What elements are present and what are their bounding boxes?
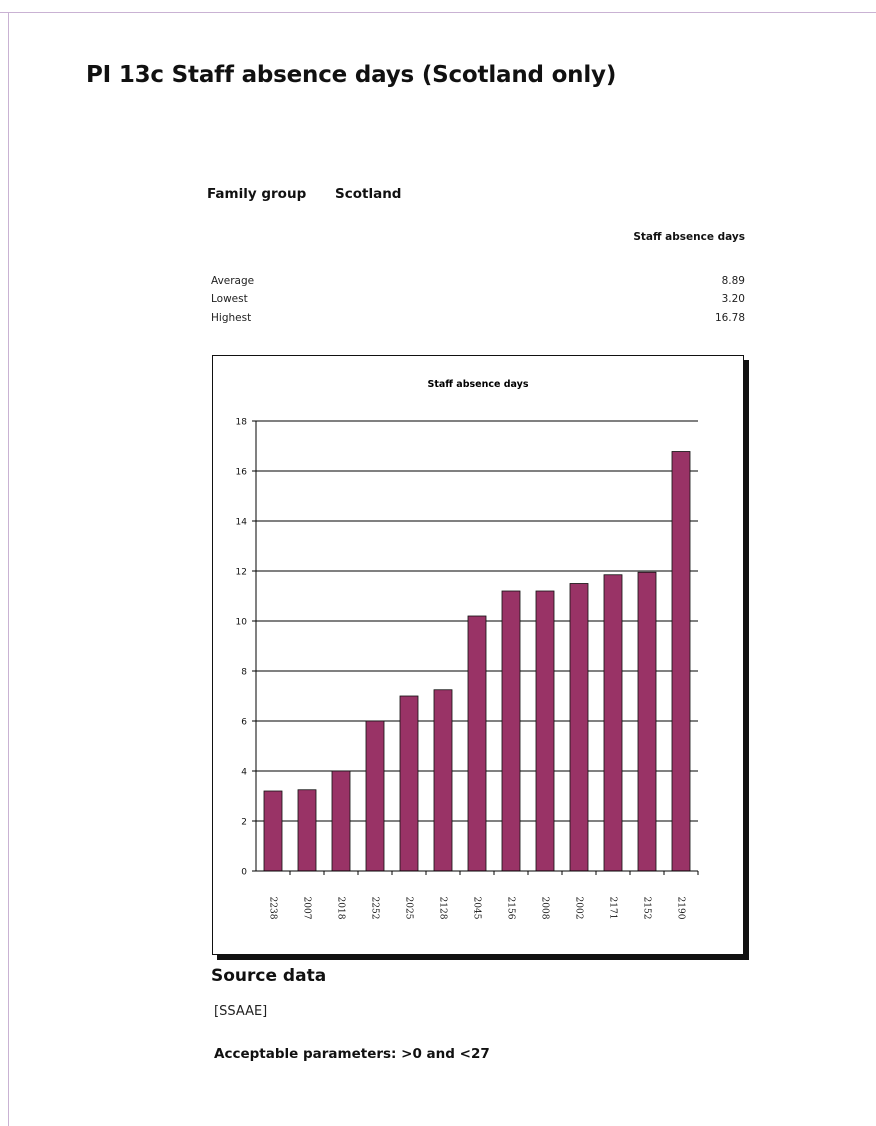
- source-data-heading: Source data: [211, 966, 327, 986]
- page-border-left: [8, 12, 9, 1126]
- stat-value: 8.89: [721, 275, 745, 287]
- acceptable-parameters: Acceptable parameters: >0 and <27: [214, 1046, 490, 1062]
- y-tick-label: 18: [236, 418, 248, 428]
- x-tick-label: 2128: [438, 897, 448, 920]
- x-tick-label: 2007: [302, 897, 312, 920]
- bar: [569, 583, 589, 872]
- chart-frame: Staff absence days 0 2 4 6 8 10 12 14 16 18 2238 20…: [212, 355, 744, 955]
- bar: [535, 590, 555, 872]
- bar: [637, 571, 657, 872]
- x-tick-label: 2008: [540, 897, 550, 920]
- x-tick-label: 2156: [506, 897, 516, 920]
- y-tick-label: 0: [241, 868, 247, 878]
- axes: 0 2 4 6 8 10 12 14 16 18 2238 2007 2018 2252 2025 2128 2…: [236, 418, 699, 920]
- bar: [467, 615, 487, 872]
- y-tick-label: 12: [236, 568, 247, 578]
- x-tick-label: 2002: [574, 897, 584, 920]
- chart-title: Staff absence days: [427, 379, 528, 390]
- x-tick-label: 2152: [642, 897, 652, 920]
- stat-label: Average: [211, 275, 255, 287]
- page-border-top: [0, 12, 876, 13]
- y-tick-label: 8: [241, 668, 247, 678]
- bar: [399, 695, 419, 872]
- stat-value: 3.20: [721, 293, 745, 305]
- stats-column-header: Staff absence days: [633, 231, 745, 243]
- bar: [263, 790, 283, 872]
- x-tick-label: 2190: [676, 897, 686, 920]
- bar: [501, 590, 521, 872]
- family-group-label: Family group: [207, 186, 307, 202]
- x-tick-label: 2018: [336, 897, 346, 920]
- bars: [263, 451, 691, 872]
- y-tick-label: 14: [236, 518, 248, 528]
- source-data-value: [SSAAE]: [214, 1004, 268, 1019]
- bar: [671, 451, 691, 872]
- x-tick-label: 2171: [608, 897, 618, 920]
- page-title: PI 13c Staff absence days (Scotland only…: [86, 62, 617, 88]
- x-tick-label: 2025: [404, 897, 414, 920]
- bar: [331, 770, 351, 872]
- stat-value: 16.78: [714, 312, 745, 324]
- y-tick-label: 4: [241, 768, 247, 778]
- bar: [365, 720, 385, 872]
- stat-label: Lowest: [211, 293, 248, 305]
- y-tick-label: 6: [241, 718, 247, 728]
- family-group-value: Scotland: [335, 186, 402, 202]
- x-tick-label: 2238: [268, 897, 278, 920]
- bar: [603, 574, 623, 872]
- x-tick-label: 2252: [370, 897, 380, 920]
- bar: [433, 689, 453, 872]
- x-tick-label: 2045: [472, 897, 482, 920]
- y-tick-label: 10: [236, 618, 248, 628]
- bar: [297, 789, 317, 872]
- stat-label: Highest: [211, 312, 252, 324]
- y-tick-label: 16: [236, 468, 248, 478]
- y-tick-label: 2: [241, 818, 247, 828]
- bar-chart: Staff absence days 0 2 4 6 8 10 12 14 16 18 2238 20…: [236, 379, 699, 920]
